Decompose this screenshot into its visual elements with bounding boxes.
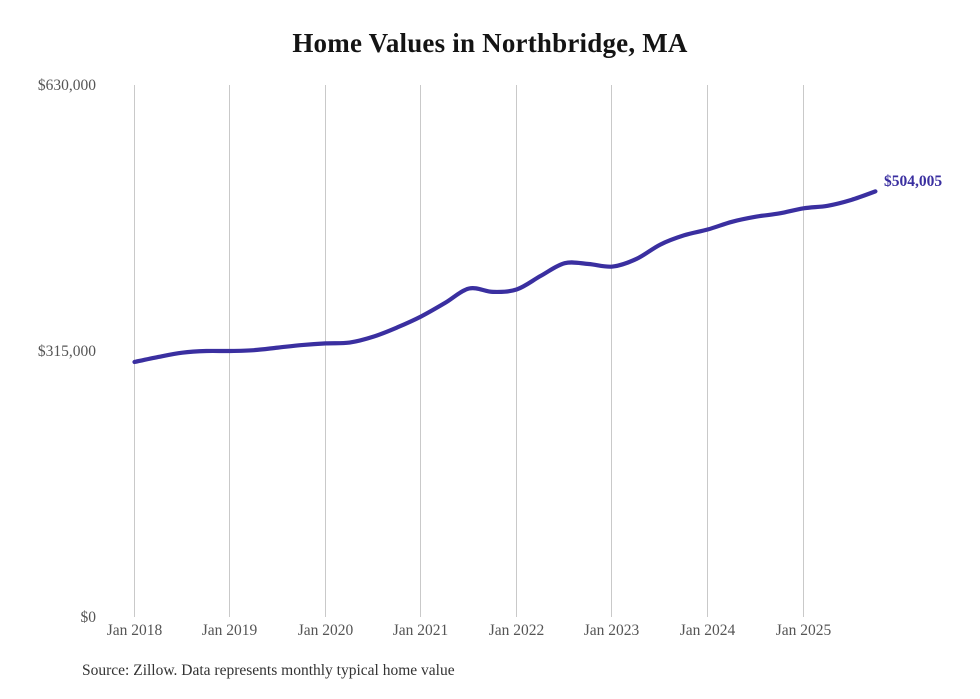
x-tick-label-jan-2023: Jan 2023: [583, 622, 640, 639]
x-tick-label-jan-2025: Jan 2025: [775, 622, 832, 639]
x-tick-label-jan-2021: Jan 2021: [392, 622, 449, 639]
x-tick-label-jan-2020: Jan 2020: [297, 622, 354, 639]
x-tick-label-jan-2019: Jan 2019: [201, 622, 258, 639]
chart-title: Home Values in Northbridge, MA: [292, 28, 688, 58]
y-tick-label-bottom: $0: [80, 609, 97, 626]
y-tick-label-mid: $315,000: [37, 343, 96, 360]
y-tick-label-top: $630,000: [37, 77, 96, 94]
source-note: Source: Zillow. Data represents monthly …: [82, 662, 455, 679]
end-value-annotation: $504,005: [884, 173, 943, 190]
x-tick-label-jan-2018: Jan 2018: [106, 622, 163, 639]
data-line-typical-home-value: [132, 189, 878, 365]
x-tick-label-jan-2022: Jan 2022: [488, 622, 545, 639]
x-tick-label-jan-2024: Jan 2024: [679, 622, 736, 639]
